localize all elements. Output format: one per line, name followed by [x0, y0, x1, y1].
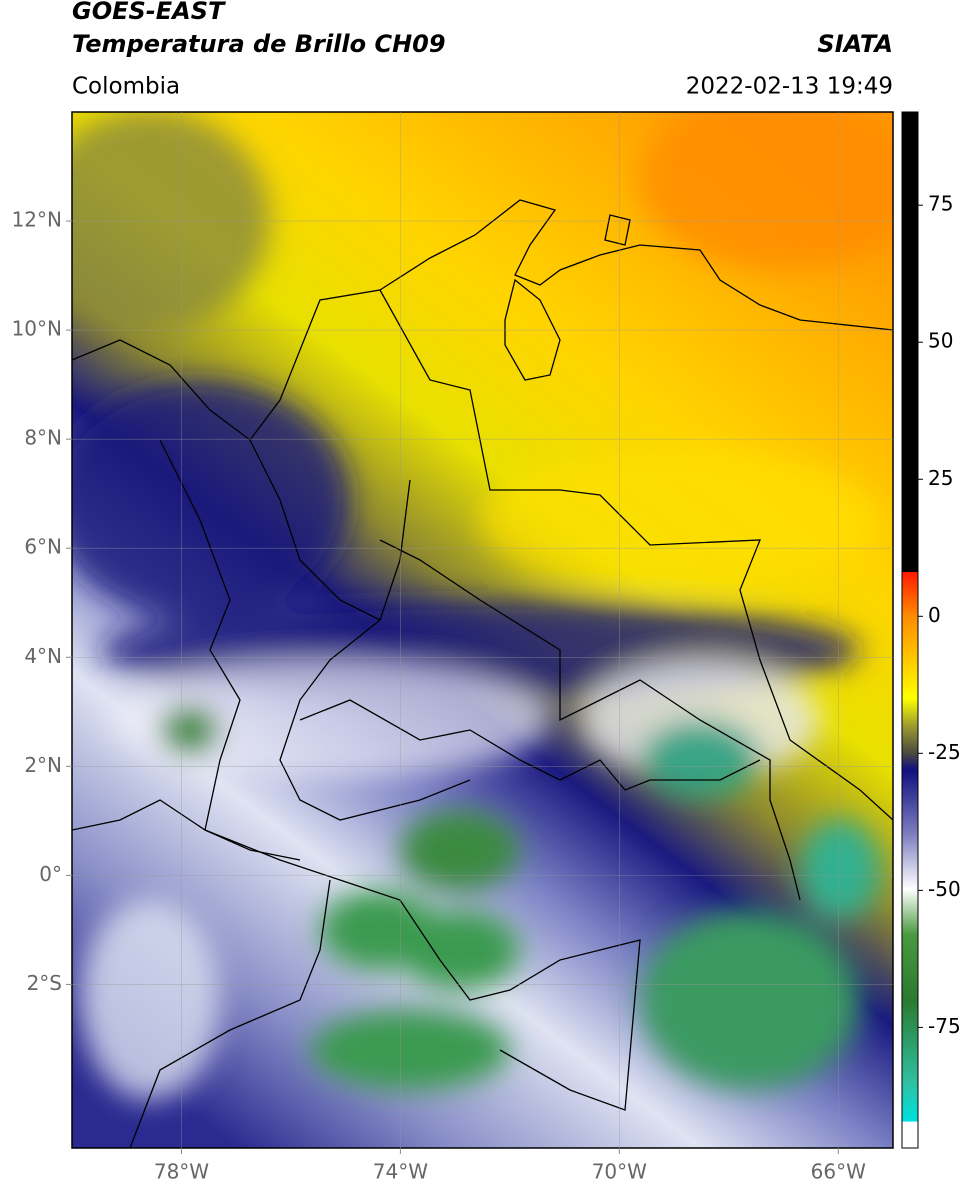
y-tick-label: 8°N — [24, 426, 62, 450]
y-tick-label: 2°S — [27, 971, 62, 995]
x-tick-label: 74°W — [373, 1160, 428, 1184]
y-tick-label: 12°N — [12, 208, 62, 232]
colorbar — [901, 111, 919, 1149]
map-frame — [71, 111, 894, 1149]
y-tick-label: 0° — [39, 862, 62, 886]
timestamp: 2022-02-13 19:49 — [686, 74, 893, 100]
x-tick-label: 66°W — [811, 1160, 866, 1184]
colorbar-tick-label: 75 — [928, 192, 953, 216]
title-line2: Temperatura de Brillo CH09 — [72, 30, 446, 58]
colorbar-tick-label: 50 — [928, 329, 953, 353]
colorbar-tick-label: -50 — [928, 877, 961, 901]
colorbar-tick-label: -25 — [928, 740, 961, 764]
source: SIATA — [817, 30, 893, 58]
region: Colombia — [72, 74, 180, 100]
y-tick-label: 10°N — [12, 317, 62, 341]
title-line1: GOES-EAST — [72, 0, 226, 25]
satellite-image — [72, 112, 893, 1148]
x-tick-label: 78°W — [154, 1160, 209, 1184]
y-tick-label: 6°N — [24, 535, 62, 559]
x-tick-label: 70°W — [592, 1160, 647, 1184]
y-tick-label: 2°N — [24, 753, 62, 777]
colorbar-tick-label: 0 — [928, 603, 941, 627]
colorbar-tick-label: -75 — [928, 1014, 961, 1038]
y-tick-label: 4°N — [24, 644, 62, 668]
colorbar-tick-label: 25 — [928, 466, 953, 490]
